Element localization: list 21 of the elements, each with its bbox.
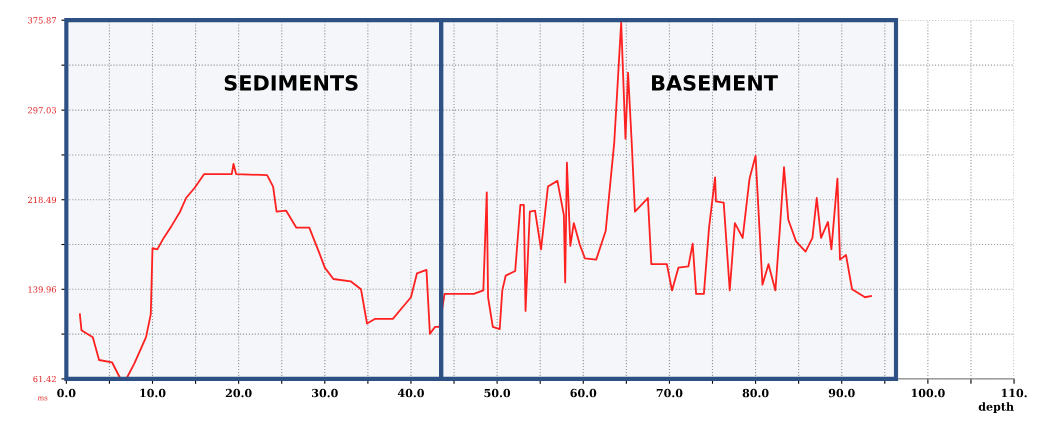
- x-tick-label: 0.0: [57, 388, 76, 398]
- band-label: SEDIMENTS: [224, 75, 358, 91]
- y-tick-label: 218.49: [28, 196, 57, 204]
- x-tick-label: 10.0: [140, 388, 166, 398]
- x-tick-label: 30.0: [312, 388, 338, 398]
- y-tick-label: 297.03: [28, 107, 56, 114]
- x-tick-label: 50.0: [484, 388, 511, 398]
- x-tick-label: 40.0: [397, 388, 424, 398]
- line-series: [78, 21, 872, 379]
- y-tick-label: 61.42: [33, 375, 56, 383]
- x-tick-label: 80.0: [742, 388, 769, 398]
- x-axis-title: depth: [978, 402, 1014, 413]
- x-tick-label: 20.0: [225, 388, 252, 398]
- x-tick-label: 90.0: [828, 388, 855, 398]
- x-tick-label: 70.0: [656, 388, 683, 398]
- x-tick-label: 100.0: [911, 388, 945, 398]
- x-tick-label: 60.0: [570, 388, 597, 398]
- y-tick-label: 375.87: [28, 17, 57, 24]
- band-label: BASEMENT: [652, 75, 778, 91]
- x-tick-label: 110.: [1001, 388, 1027, 398]
- y-tick-label: 139.96: [28, 286, 57, 293]
